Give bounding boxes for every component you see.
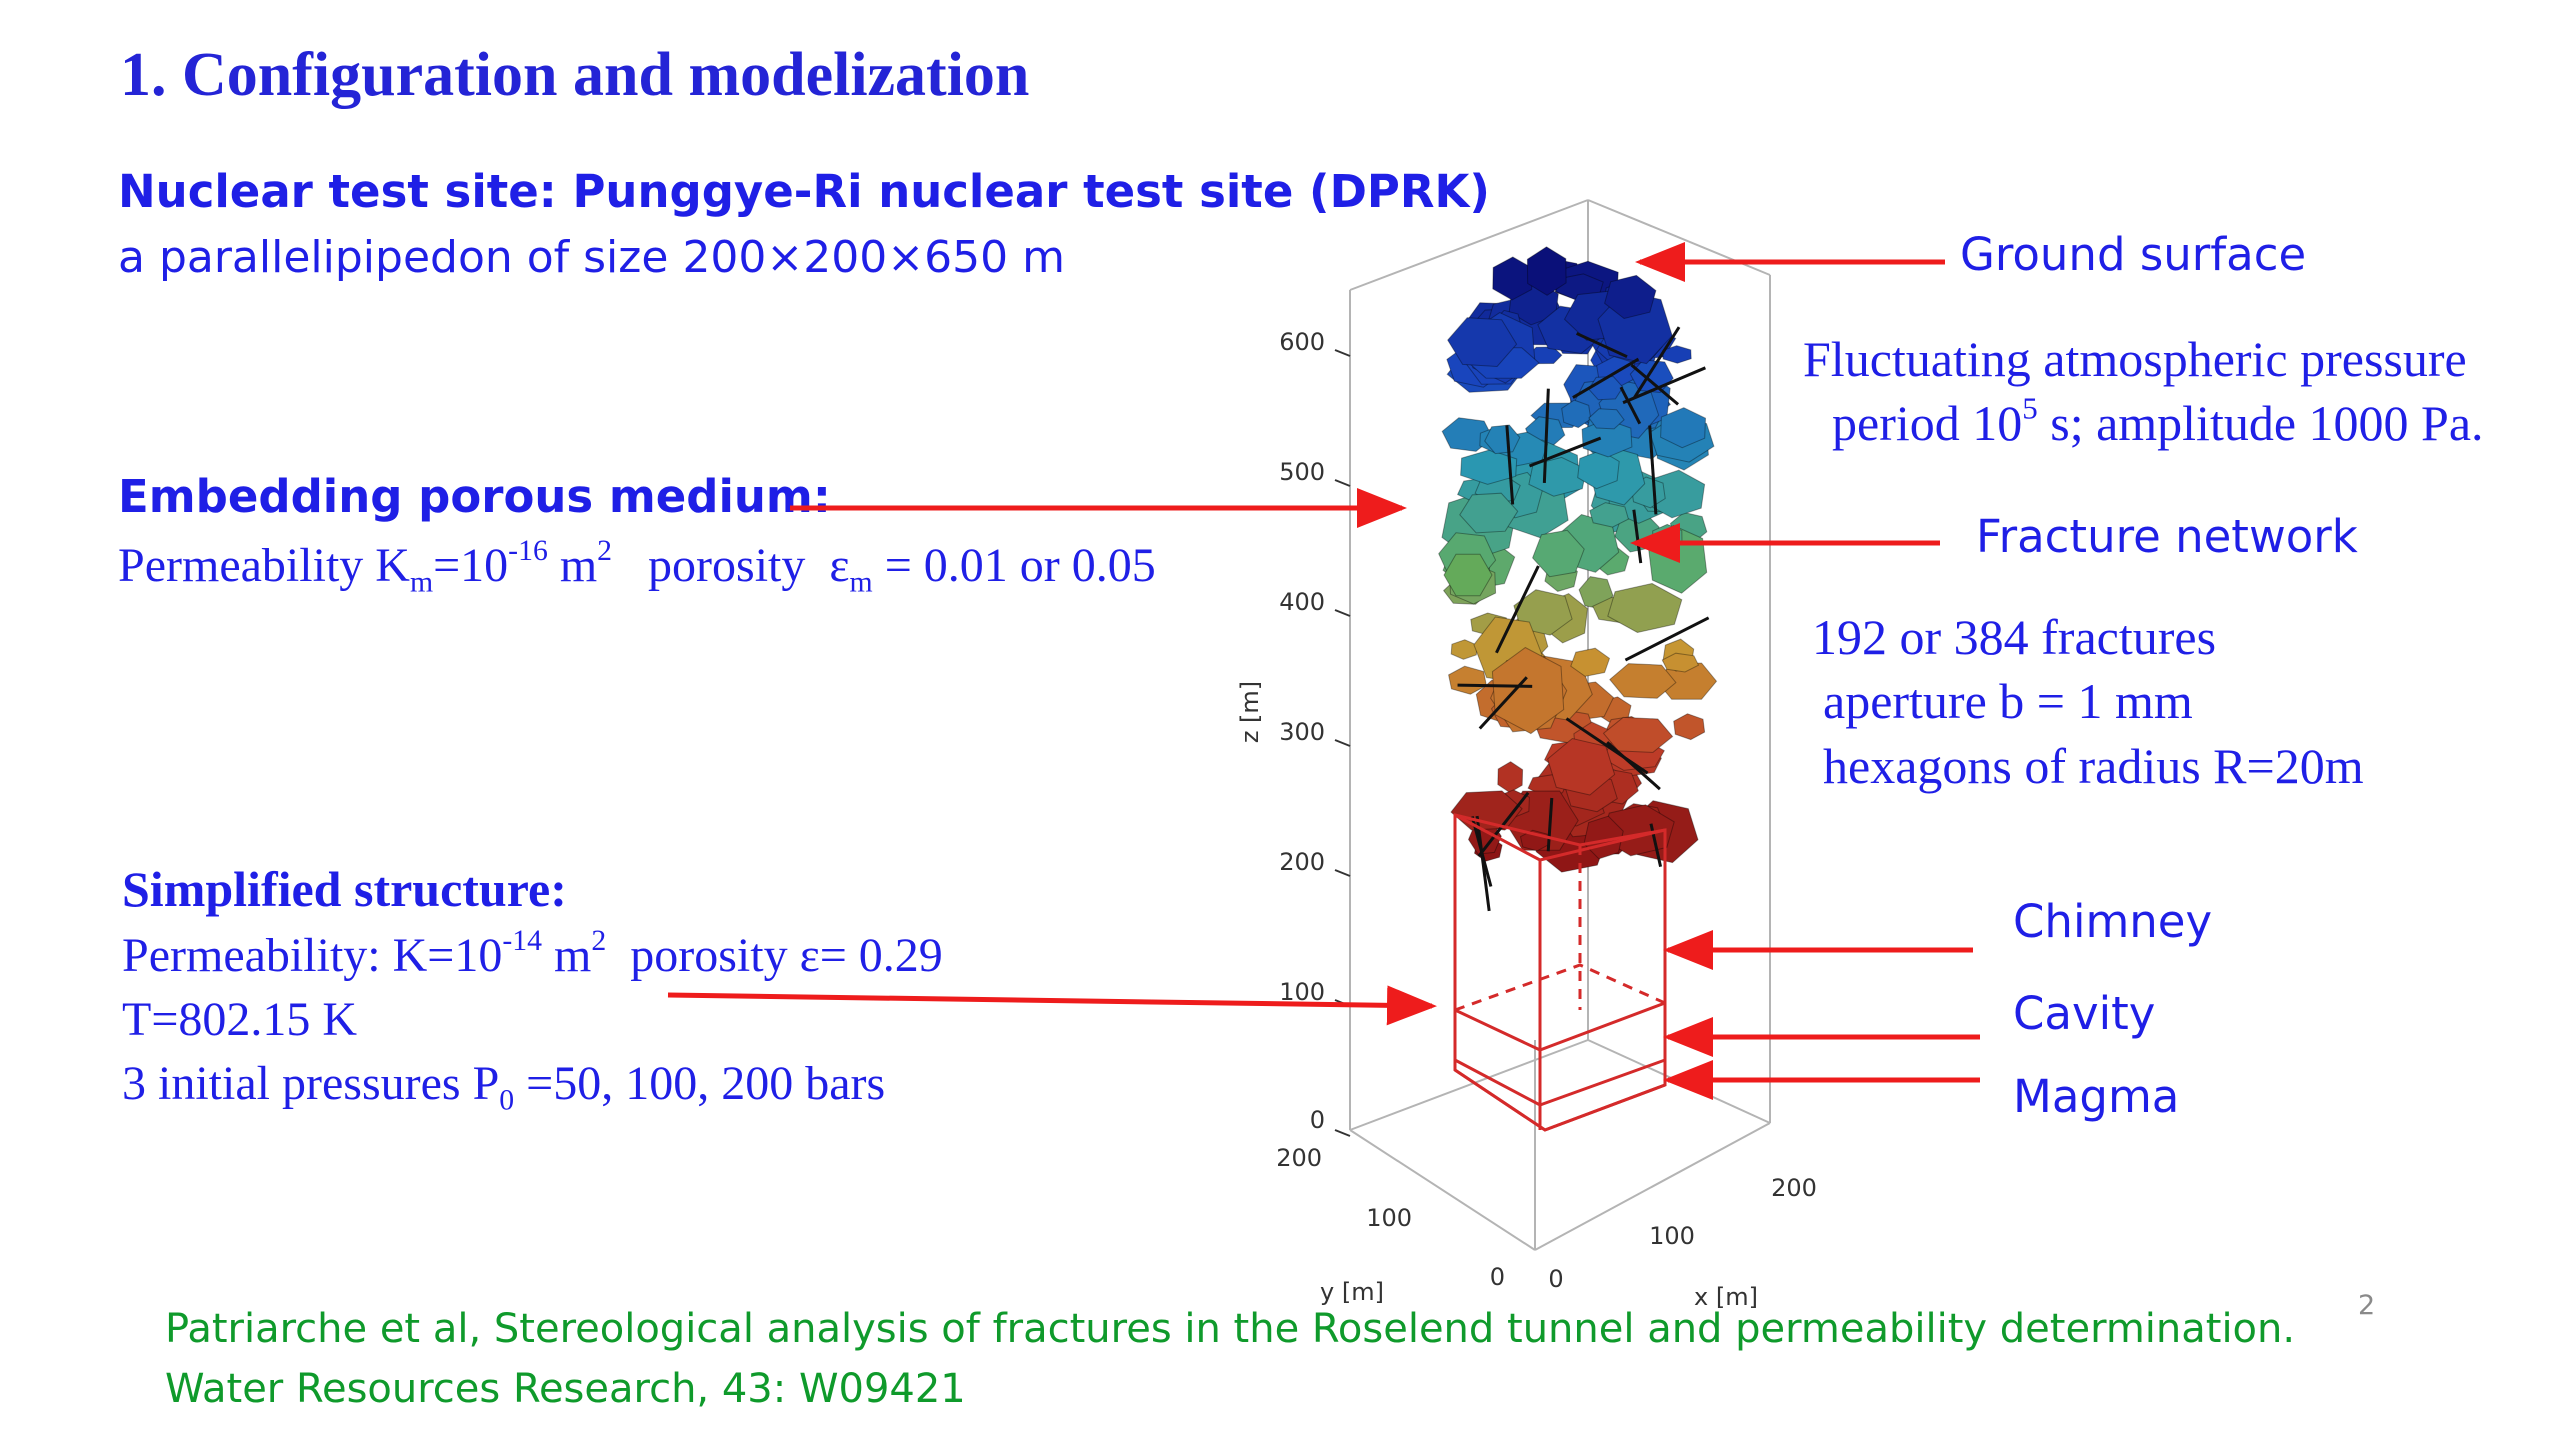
fracture-hexagon <box>1629 359 1674 394</box>
reference-line-1: Patriarche et al, Stereological analysis… <box>165 1306 2296 1352</box>
cavity-label: Cavity <box>2013 987 2156 1040</box>
fracture-hexagon <box>1570 647 1611 677</box>
ground-surface-label: Ground surface <box>1960 228 2307 281</box>
fracture-hexagon <box>1448 665 1487 695</box>
z-tick: 600 <box>1279 328 1325 356</box>
fracture-hexagon <box>1450 790 1523 831</box>
magma-label: Magma <box>2013 1070 2180 1123</box>
fracture-hexagon <box>1492 256 1533 301</box>
bounding-box <box>1349 199 1771 1251</box>
fracture-hexagon <box>1604 274 1657 320</box>
z-axis-label: z [m] <box>1236 681 1264 743</box>
fracture-hexagon <box>1450 639 1478 660</box>
fracture-hexagon <box>1660 407 1707 449</box>
embedding-permeability-line: Permeability Km=10-16 m2 porosity εm = 0… <box>118 534 1156 599</box>
fracture-hexagon <box>1443 553 1493 597</box>
fracture-edge <box>1542 388 1550 484</box>
x-axis-label: x [m] <box>1694 1283 1758 1311</box>
fracture-aperture: aperture b = 1 mm <box>1823 673 2193 729</box>
page-number: 2 <box>2358 1290 2376 1321</box>
fracture-edge <box>1572 357 1640 399</box>
y-axis-label: y [m] <box>1320 1278 1384 1306</box>
fracture-hexagon <box>1588 408 1625 430</box>
fracture-hexagon <box>1532 529 1585 578</box>
fracture-edge <box>1619 386 1642 425</box>
fracture-edge <box>1633 326 1681 399</box>
fracture-edge <box>1528 436 1602 468</box>
fracture-edge <box>1505 425 1515 505</box>
y-tick: 100 <box>1366 1204 1412 1232</box>
fracture-edge <box>1477 791 1530 858</box>
fracture-hexagon <box>1447 317 1518 368</box>
x-tick: 200 <box>1771 1174 1817 1202</box>
slide-title: 1. Configuration and modelization <box>120 41 1030 109</box>
z-tick: 0 <box>1310 1106 1325 1134</box>
fracture-edge <box>1565 717 1649 775</box>
z-tick: 300 <box>1279 718 1325 746</box>
test-site-heading: Nuclear test site: Punggye-Ri nuclear te… <box>118 165 1490 218</box>
fracture-edge <box>1648 425 1658 515</box>
fracture-count: 192 or 384 fractures <box>1812 609 2217 665</box>
fracture-hexagon <box>1484 424 1521 455</box>
z-tick: 400 <box>1279 588 1325 616</box>
fracture-hexagon <box>1609 663 1677 699</box>
fracture-edge <box>1624 616 1710 662</box>
simplified-pressures: 3 initial pressures P0 =50, 100, 200 bar… <box>122 1057 886 1117</box>
x-tick: 100 <box>1649 1222 1695 1250</box>
simplified-structure-arrow <box>667 985 1437 1026</box>
z-tick: 500 <box>1279 458 1325 486</box>
fracture-hexagon <box>1460 449 1518 485</box>
fracture-hexagon <box>1459 492 1519 534</box>
y-axis: 200 100 0 y [m] <box>1276 1144 1505 1306</box>
fracture-hexagon <box>1561 399 1592 429</box>
simplified-permeability-line: Permeability: K=10-14 m2 porosity ε= 0.2… <box>122 924 943 982</box>
fracture-hexagon <box>1577 449 1620 490</box>
fracture-hexagon <box>1497 761 1524 794</box>
x-tick: 0 <box>1548 1265 1563 1293</box>
simplified-structure-heading: Simplified structure: <box>122 861 567 917</box>
fracture-hexagon <box>1589 502 1629 528</box>
fracture-network-cloud <box>1438 246 1718 912</box>
fracture-network-label: Fracture network <box>1976 510 2358 563</box>
annotation-arrows <box>667 242 1980 1100</box>
z-axis: 600 500 400 300 200 100 0 z [m] <box>1236 328 1351 1137</box>
atmospheric-pressure-line-2: period 105 s; amplitude 1000 Pa. <box>1832 390 2484 451</box>
atmospheric-pressure-line-1: Fluctuating atmospheric pressure <box>1803 331 2467 387</box>
fracture-hexagon <box>1526 246 1567 296</box>
y-tick: 0 <box>1490 1263 1505 1291</box>
y-tick: 200 <box>1276 1144 1322 1172</box>
test-site-description: a parallelipipedon of size 200×200×650 m <box>118 232 1065 283</box>
embedding-medium-heading: Embedding porous medium: <box>118 470 831 523</box>
reference-line-2: Water Resources Research, 43: W09421 <box>165 1366 966 1412</box>
fracture-hexagon <box>1661 652 1700 673</box>
fracture-hexagon <box>1602 716 1674 753</box>
fracture-hexagon <box>1607 582 1683 634</box>
chimney-label: Chimney <box>2013 895 2213 948</box>
fracture-edge <box>1622 366 1706 405</box>
x-axis: 0 100 200 x [m] <box>1548 1174 1817 1311</box>
fracture-edge <box>1495 565 1540 654</box>
z-tick: 100 <box>1279 978 1325 1006</box>
fracture-hexagon <box>1673 713 1706 741</box>
fracture-edge <box>1630 363 1680 406</box>
fracture-edge <box>1575 332 1628 359</box>
chimney-structure <box>1453 813 1667 1132</box>
fracture-hexagon <box>1547 737 1616 796</box>
fracture-edge <box>1475 815 1491 912</box>
fracture-edge <box>1457 683 1533 688</box>
z-tick: 200 <box>1279 848 1325 876</box>
fracture-radius: hexagons of radius R=20m <box>1823 738 2364 794</box>
fracture-edge <box>1546 797 1554 852</box>
fracture-hexagon <box>1491 646 1565 735</box>
simplified-temperature: T=802.15 K <box>122 993 358 1046</box>
